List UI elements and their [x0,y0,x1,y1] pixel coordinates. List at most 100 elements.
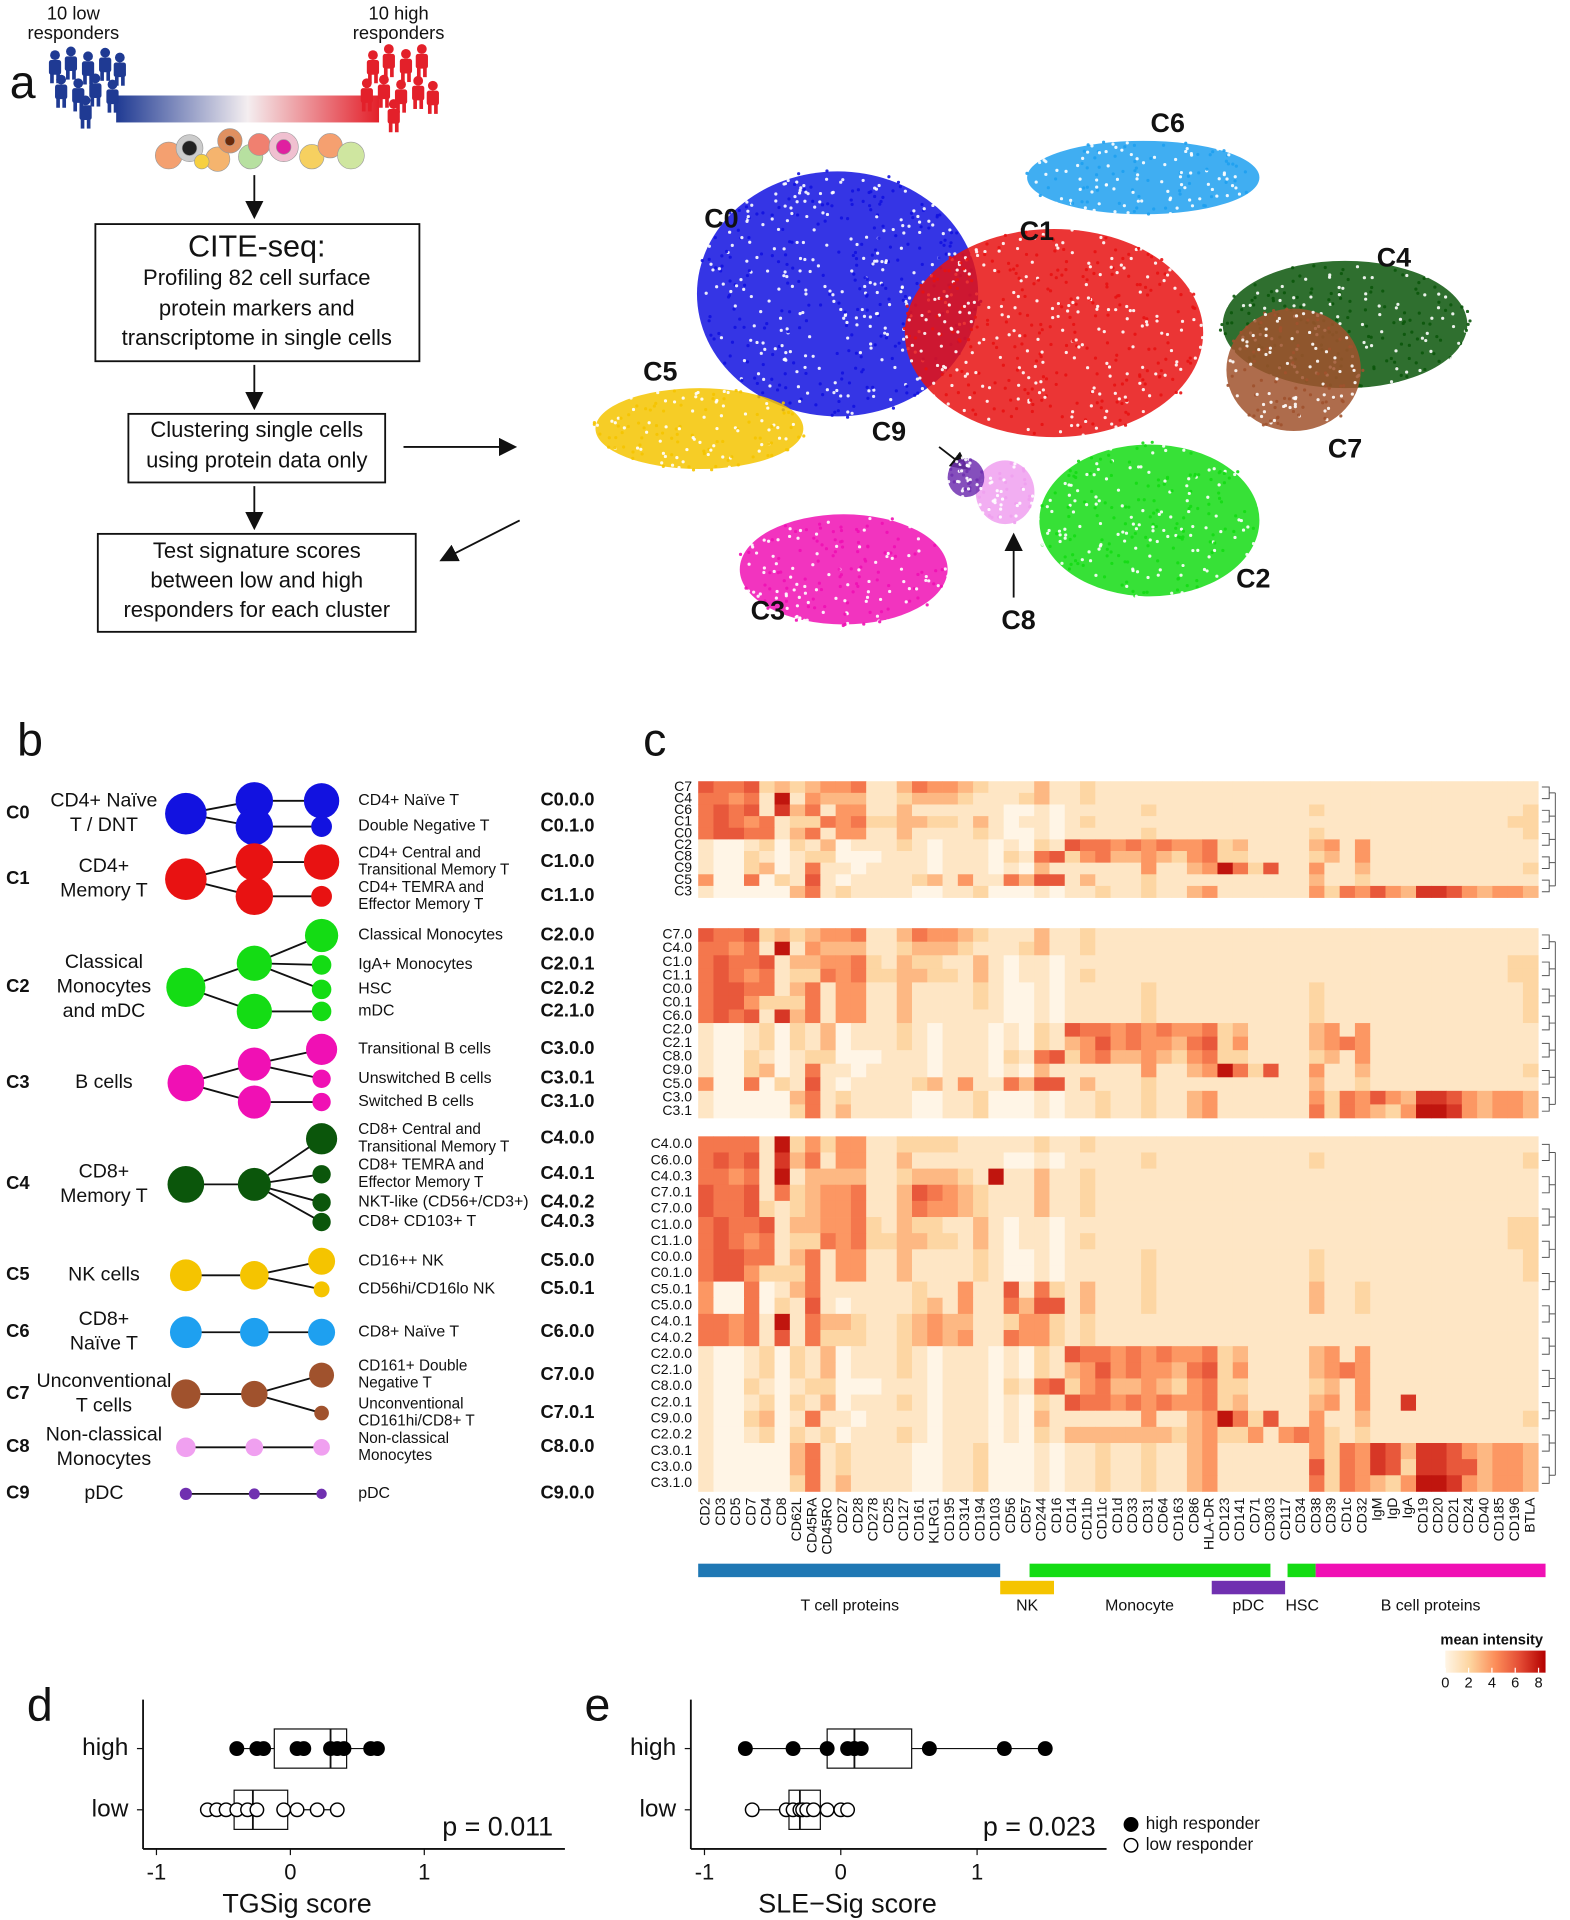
heatmap-cell [1171,1009,1188,1024]
umap-cell [1012,290,1016,295]
subcluster-id: C4.0.0 [540,1127,594,1148]
heatmap-cell [1202,1090,1218,1105]
heatmap-cell [988,1265,1005,1282]
heatmap-cell [1446,1426,1463,1444]
heatmap-cell [1477,851,1493,864]
heatmap-cell [896,1233,913,1250]
heatmap-cell [1492,941,1509,956]
umap-cell [1095,514,1099,518]
umap-cell [1355,265,1360,269]
umap-cell [863,557,867,561]
umap-cell [857,545,862,549]
heatmap-cell [1232,1217,1249,1234]
heatmap-cell [1217,1036,1234,1051]
heatmap-cell [1018,1036,1035,1051]
heatmap-cell [1354,1036,1371,1051]
heatmap-cell [1003,1217,1020,1234]
umap-cell [770,254,774,258]
umap-cell [1115,177,1120,181]
umap-cell [708,314,712,319]
heatmap-cell [805,1200,821,1218]
heatmap-cell [789,792,806,805]
heatmap-cell [805,982,821,997]
heatmap-cell [728,827,745,840]
umap-cell [967,311,971,315]
umap-cell [1192,317,1196,322]
umap-cell [1064,373,1068,377]
heatmap-cell [1217,1459,1234,1476]
heatmap-cell [1049,781,1066,794]
umap-cell [1030,260,1034,264]
umap-cell [1251,526,1255,530]
umap-cell [1138,373,1142,377]
heatmap-cell [1049,1330,1066,1347]
umap-cell [704,408,708,412]
heatmap-column-label: CD32 [1353,1497,1369,1533]
heatmap-cell [774,968,791,983]
umap-cell [1193,356,1197,360]
heatmap-cell [1461,1104,1478,1119]
umap-cell [767,299,771,303]
tree-node [165,792,207,835]
umap-cell [1113,592,1117,596]
heatmap-cell [942,1475,959,1492]
heatmap-cell [1018,1249,1035,1266]
heatmap-cell [1477,804,1493,817]
heatmap-column-label: IgD [1384,1498,1400,1520]
heatmap-cell [1492,885,1509,898]
umap-cell [1142,590,1146,595]
heatmap-cell [1248,1362,1264,1379]
heatmap-cell [1141,781,1157,794]
heatmap-cell [957,1090,974,1105]
umap-cell [1114,308,1118,312]
heatmap-cell [1232,839,1249,852]
umap-cell [709,333,713,337]
umap-cell [1179,183,1184,187]
heatmap-cell [1385,968,1402,983]
heatmap-cell [1034,862,1050,875]
heatmap-column-label: CD1d [1109,1498,1125,1534]
umap-cell [990,259,994,263]
heatmap-cell [1095,1410,1111,1428]
umap-cell [881,195,885,199]
umap-cell [1249,362,1253,366]
heatmap-cell [1186,1459,1203,1476]
heatmap-cell [1507,1362,1524,1379]
heatmap-cell [973,1104,989,1119]
umap-cell [1155,539,1159,544]
heatmap-cell [1217,1346,1234,1363]
umap-cell [1130,188,1135,192]
heatmap-cell [988,1217,1005,1234]
umap-cell [932,279,936,283]
heatmap-cell [1125,1023,1142,1037]
heatmap-cell [1431,1459,1447,1476]
heatmap-cell [789,1077,806,1092]
umap-cell [728,279,732,283]
umap-cell [1212,548,1217,553]
heatmap-cell [1186,1233,1203,1250]
heatmap-cell [1309,1152,1325,1169]
umap-cell [700,397,704,401]
heatmap-cell [698,1459,714,1476]
heatmap-cell [1416,1009,1432,1024]
heatmap-cell [1064,885,1081,898]
heatmap-cell [881,1410,898,1428]
heatmap-cell [1202,1063,1218,1078]
heatmap-row-label: C5.0.1 [651,1280,693,1296]
umap-cell [808,335,812,339]
umap-cell [930,263,934,267]
umap-cell [1163,479,1167,483]
umap-cell [785,274,789,279]
heatmap-cell [728,1217,745,1234]
dendrogram [1541,1015,1556,1031]
heatmap-cell [1309,1410,1325,1428]
heatmap-cell [896,1184,913,1202]
heatmap-cell [1110,1443,1127,1460]
heatmap-cell [1202,955,1218,970]
heatmap-cell [1416,1036,1432,1051]
umap-cell [845,601,850,605]
umap-cell [1168,212,1173,216]
umap-cell [1308,393,1313,397]
umap-cell [712,337,716,341]
heatmap-cell [1186,1313,1203,1331]
